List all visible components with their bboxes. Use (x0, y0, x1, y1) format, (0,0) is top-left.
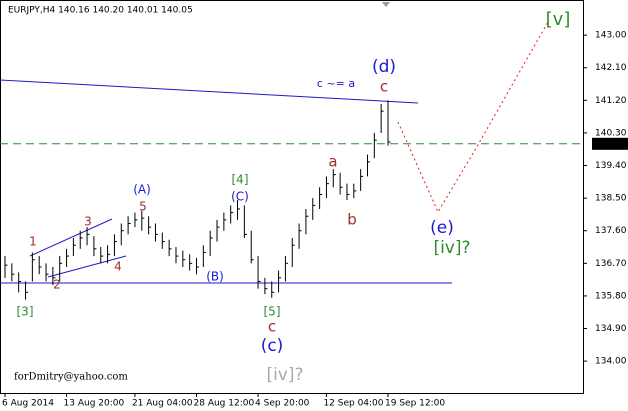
wave-label: [iv]? (266, 365, 303, 385)
wave-label: 3 (84, 215, 92, 229)
wave-label: [v] (546, 9, 571, 30)
y-tick-label: 137.60 (595, 226, 627, 236)
x-tick-label: 21 Aug 04:00 (132, 399, 193, 409)
y-tick-label: 143.00 (595, 31, 627, 41)
wave-label: a (328, 153, 337, 171)
wave-label: c (380, 78, 388, 96)
x-tick-label: 4 Sep 20:00 (255, 399, 310, 409)
trend-line (0, 79, 419, 104)
wave-label: [4] (232, 173, 249, 187)
wave-label: 4 (114, 260, 122, 274)
channel-line (29, 218, 113, 257)
x-tick-label: 28 Aug 12:00 (194, 399, 255, 409)
wave-label: (e) (430, 218, 454, 238)
watermark: forDmitry@yahoo.com (14, 372, 128, 383)
y-tick-label: 142.10 (595, 63, 627, 73)
wave-label: 5 (139, 200, 147, 214)
x-tick-label: 19 Sep 12:00 (385, 399, 445, 409)
x-tick-label: 13 Aug 20:00 (64, 399, 125, 409)
y-tick-label: 141.20 (595, 96, 627, 106)
chart-title: EURJPY,H4 140.16 140.20 140.01 140.05 (8, 6, 193, 16)
channel-line (47, 255, 127, 278)
y-tick-label: 134.90 (595, 324, 627, 334)
wave-label: (d) (372, 57, 396, 77)
x-tick-label: 6 Aug 2014 (2, 399, 54, 409)
wave-label: 2 (53, 278, 61, 292)
y-tick-label: 134.00 (595, 357, 627, 367)
wave-label: (C) (231, 190, 249, 204)
y-tick-label: 138.50 (595, 194, 627, 204)
wave-label: c (268, 318, 276, 336)
wave-label: [5] (264, 305, 281, 319)
wave-label: 1 (29, 235, 37, 249)
price-box (592, 137, 628, 150)
wave-label: b (347, 211, 357, 229)
y-tick-label: 140.30 (595, 128, 627, 138)
wave-label: (c) (261, 336, 284, 356)
wave-label: [3] (17, 305, 34, 319)
wave-label: (B) (206, 270, 224, 284)
y-tick-label: 136.70 (595, 259, 627, 269)
price-box-label: 140.00 (594, 139, 626, 149)
wave-label: (A) (133, 183, 151, 197)
shift-marker (382, 2, 390, 7)
wave-label: [iv]? (433, 238, 470, 258)
plot-frame (0, 0, 584, 394)
x-tick-label: 12 Sep 04:00 (323, 399, 383, 409)
y-tick-label: 139.40 (595, 161, 627, 171)
y-tick-label: 135.80 (595, 291, 627, 301)
wave-label: c ~= a (317, 77, 355, 90)
